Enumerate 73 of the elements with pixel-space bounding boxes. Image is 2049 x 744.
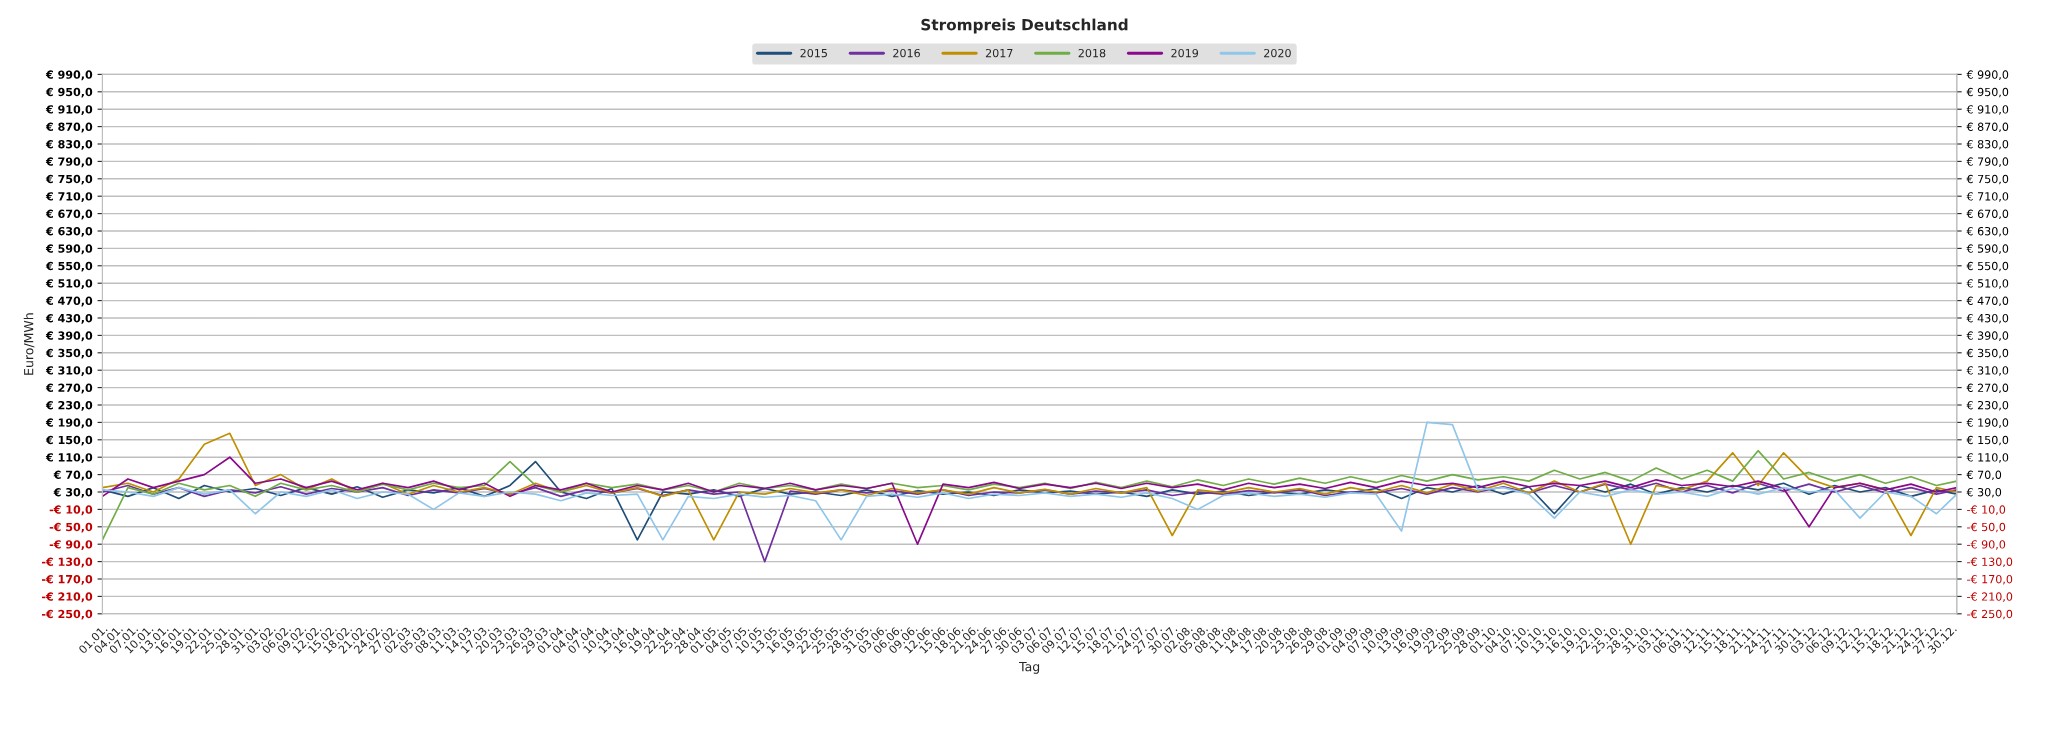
y2-tick-label: € 430,0 <box>1966 313 2009 324</box>
legend-label: 2015 <box>800 48 827 58</box>
y-tick-label: € 990,0 <box>45 70 93 81</box>
y2-tick-label: € 230,0 <box>1966 400 2009 411</box>
y-tick-label: € 630,0 <box>45 226 93 237</box>
chart-title: Strompreis Deutschland <box>921 18 1128 34</box>
y-tick-label: € 710,0 <box>45 192 93 202</box>
y2-tick-label: -€ 90,0 <box>1967 540 2006 550</box>
y2-tick-label: -€ 250,0 <box>1967 609 2013 620</box>
y2-tick-label: -€ 210,0 <box>1967 592 2013 602</box>
y-tick-label: € 870,0 <box>45 122 93 133</box>
y2-tick-label: € 750,0 <box>1966 174 2009 185</box>
y-tick-label: -€ 170,0 <box>41 574 93 585</box>
y2-tick-label: € 110,0 <box>1966 453 2009 463</box>
y-tick-label: -€ 130,0 <box>41 557 93 568</box>
y2-tick-label: -€ 170,0 <box>1967 574 2013 585</box>
y2-tick-label: € 830,0 <box>1966 139 2009 150</box>
y2-tick-label: € 990,0 <box>1966 70 2009 80</box>
y-tick-label: € 390,0 <box>45 331 93 342</box>
y-tick-label: € 270,0 <box>45 383 93 394</box>
y2-tick-label: € 590,0 <box>1966 244 2009 254</box>
y2-tick-label: -€ 10,0 <box>1967 505 2006 515</box>
y2-tick-label: -€ 130,0 <box>1967 557 2013 568</box>
y-tick-label: € 910,0 <box>45 105 93 115</box>
y2-tick-label: € 710,0 <box>1966 192 2009 202</box>
y-tick-label: -€ 90,0 <box>49 540 93 550</box>
y-tick-label: € 310,0 <box>45 366 93 376</box>
y2-tick-label: € 390,0 <box>1966 331 2009 341</box>
y-tick-label: € 550,0 <box>45 261 93 272</box>
legend-label: 2016 <box>893 48 920 58</box>
y2-tick-label: € 470,0 <box>1966 296 2009 307</box>
y-tick-label: -€ 10,0 <box>49 505 93 516</box>
y2-tick-label: € 630,0 <box>1966 226 2009 237</box>
y-tick-label: € 110,0 <box>45 453 93 463</box>
y2-tick-label: € 790,0 <box>1966 157 2009 167</box>
y2-tick-label: € 270,0 <box>1966 383 2009 394</box>
y2-tick-label: € 510,0 <box>1966 279 2009 289</box>
y-tick-label: -€ 50,0 <box>49 522 93 533</box>
y-tick-label: € 230,0 <box>45 400 93 411</box>
y-tick-label: € 510,0 <box>45 279 93 289</box>
y-tick-label: € 670,0 <box>45 209 93 220</box>
y-tick-label: € 430,0 <box>45 313 93 324</box>
legend-label: 2017 <box>985 48 1013 58</box>
y2-tick-label: € 870,0 <box>1966 122 2009 133</box>
y-tick-label: € 350,0 <box>45 348 93 359</box>
y-tick-label: € 70,0 <box>53 470 93 481</box>
y-tick-label: -€ 210,0 <box>41 592 93 603</box>
y-tick-label: -€ 250,0 <box>41 609 93 620</box>
y-tick-label: € 590,0 <box>45 244 93 255</box>
y2-tick-label: € 350,0 <box>1966 348 2009 359</box>
y-tick-label: € 30,0 <box>53 487 93 498</box>
y-tick-label: € 790,0 <box>45 157 93 168</box>
y-tick-label: € 470,0 <box>45 296 93 307</box>
y2-tick-label: € 150,0 <box>1966 435 2009 446</box>
y-tick-label: € 830,0 <box>45 139 93 150</box>
legend-label: 2018 <box>1078 48 1106 58</box>
y2-tick-label: € 950,0 <box>1966 87 2009 98</box>
y-tick-label: € 190,0 <box>45 418 93 429</box>
y-tick-label: € 150,0 <box>45 435 93 446</box>
y-tick-label: € 750,0 <box>45 174 93 185</box>
y2-tick-label: € 310,0 <box>1966 366 2009 376</box>
legend-label: 2020 <box>1264 48 1291 58</box>
y2-tick-label: € 670,0 <box>1966 209 2009 220</box>
y2-tick-label: € 30,0 <box>1966 487 2002 498</box>
y2-tick-label: -€ 50,0 <box>1967 522 2006 533</box>
legend-label: 2019 <box>1171 48 1199 58</box>
y-axis-title: Euro/MWh <box>23 313 35 375</box>
y2-tick-label: € 70,0 <box>1966 470 2002 481</box>
y2-tick-label: € 550,0 <box>1966 261 2009 272</box>
y2-tick-label: € 190,0 <box>1966 418 2009 428</box>
y-tick-label: € 950,0 <box>45 87 93 98</box>
y2-tick-label: € 910,0 <box>1966 105 2009 115</box>
x-axis-title: Tag <box>1019 662 1040 674</box>
